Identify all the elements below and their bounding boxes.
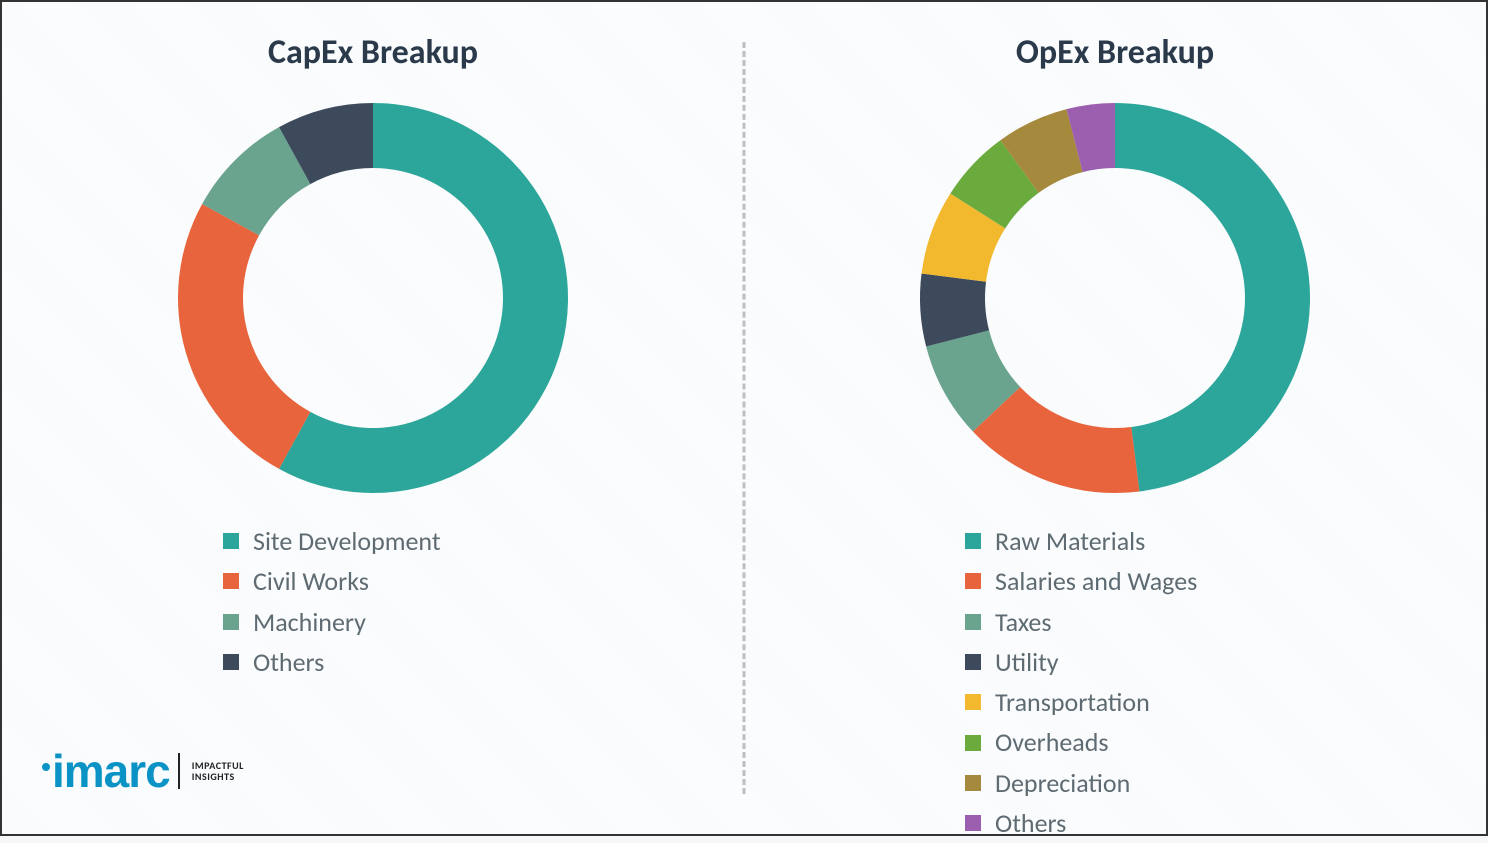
legend-row: Site Development — [223, 521, 523, 561]
legend-swatch — [965, 573, 981, 589]
opex-legend: Raw MaterialsSalaries and WagesTaxesUtil… — [965, 521, 1265, 843]
legend-swatch — [223, 573, 239, 589]
chart-frame: CapEx Breakup Site DevelopmentCivil Work… — [0, 0, 1488, 836]
legend-label: Others — [995, 803, 1066, 843]
legend-swatch — [223, 614, 239, 630]
legend-label: Others — [253, 642, 324, 682]
legend-row: Raw Materials — [965, 521, 1265, 561]
logo-dot-icon — [42, 763, 50, 771]
logo-text: imarc — [52, 745, 170, 797]
legend-row: Others — [223, 642, 523, 682]
logo-tagline-line2: INSIGHTS — [192, 770, 235, 783]
legend-label: Civil Works — [253, 561, 369, 601]
legend-row: Depreciation — [965, 763, 1265, 803]
logo-tagline: IMPACTFUL INSIGHTS — [192, 760, 244, 782]
legend-label: Depreciation — [995, 763, 1130, 803]
legend-label: Transportation — [995, 682, 1150, 722]
legend-row: Utility — [965, 642, 1265, 682]
legend-swatch — [965, 815, 981, 831]
legend-label: Site Development — [253, 521, 441, 561]
logo-wordmark: imarc — [42, 748, 170, 794]
donut-slice — [178, 204, 310, 469]
legend-label: Salaries and Wages — [995, 561, 1197, 601]
legend-label: Taxes — [995, 602, 1052, 642]
legend-label: Machinery — [253, 602, 366, 642]
capex-chart-wrap — [2, 93, 744, 503]
legend-label: Overheads — [995, 722, 1109, 762]
legend-swatch — [965, 614, 981, 630]
donut-slice — [1115, 103, 1310, 491]
capex-donut — [168, 93, 578, 503]
legend-swatch — [965, 533, 981, 549]
legend-swatch — [965, 694, 981, 710]
legend-label: Utility — [995, 642, 1059, 682]
logo-separator — [178, 753, 180, 789]
legend-swatch — [965, 654, 981, 670]
legend-row: Machinery — [223, 602, 523, 642]
legend-label: Raw Materials — [995, 521, 1145, 561]
legend-swatch — [965, 735, 981, 751]
capex-legend: Site DevelopmentCivil WorksMachineryOthe… — [223, 521, 523, 682]
opex-title: OpEx Breakup — [744, 32, 1486, 73]
legend-row: Transportation — [965, 682, 1265, 722]
legend-swatch — [223, 533, 239, 549]
legend-swatch — [223, 654, 239, 670]
brand-logo: imarc IMPACTFUL INSIGHTS — [42, 748, 244, 794]
legend-swatch — [965, 775, 981, 791]
capex-title: CapEx Breakup — [2, 32, 744, 73]
legend-row: Civil Works — [223, 561, 523, 601]
opex-donut — [910, 93, 1320, 503]
legend-row: Salaries and Wages — [965, 561, 1265, 601]
opex-chart-wrap — [744, 93, 1486, 503]
capex-panel: CapEx Breakup Site DevelopmentCivil Work… — [2, 2, 744, 834]
legend-row: Overheads — [965, 722, 1265, 762]
legend-row: Taxes — [965, 602, 1265, 642]
legend-row: Others — [965, 803, 1265, 843]
opex-panel: OpEx Breakup Raw MaterialsSalaries and W… — [744, 2, 1486, 834]
